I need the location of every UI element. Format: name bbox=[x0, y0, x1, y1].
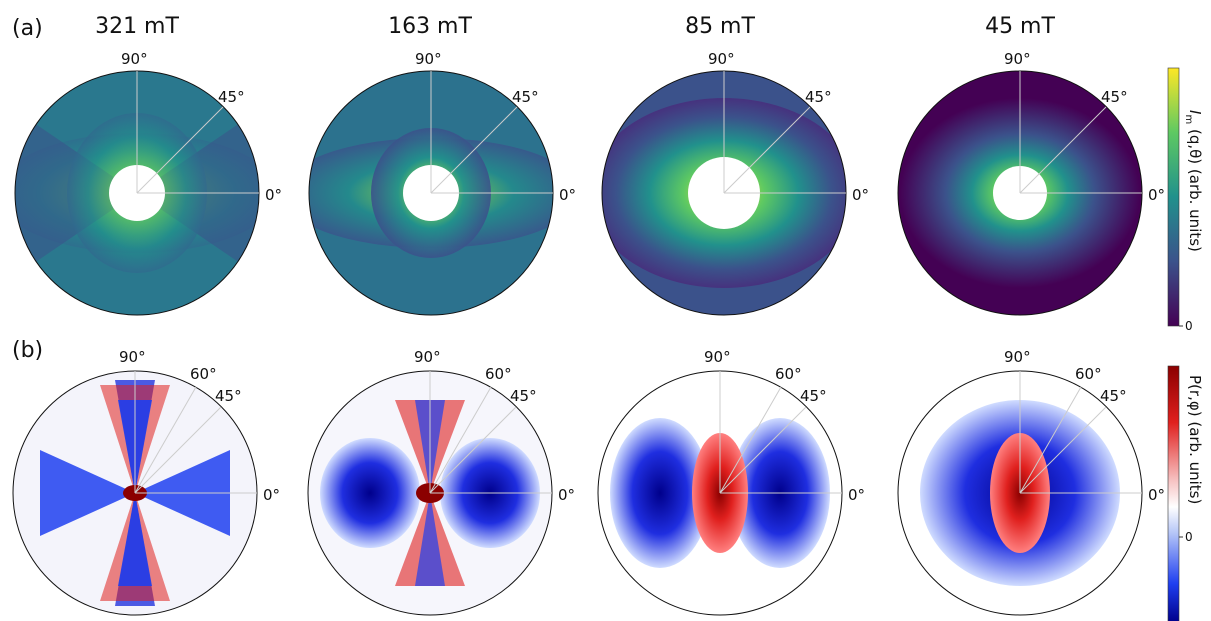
colorbar-a bbox=[1167, 67, 1180, 327]
angle-45-a1: 45° bbox=[218, 88, 245, 106]
colorbar-a-tick-0: 0 bbox=[1185, 319, 1193, 333]
angle-90-a1: 90° bbox=[121, 50, 148, 68]
polar-plot-b-85mT bbox=[597, 370, 843, 616]
angle-0-a2: 0° bbox=[559, 186, 577, 204]
angle-90-b1: 90° bbox=[119, 348, 146, 366]
field-label-4: 45 mT bbox=[985, 14, 1055, 39]
angle-0-a3: 0° bbox=[852, 186, 870, 204]
angle-90-a4: 90° bbox=[1004, 50, 1031, 68]
panel-b-label: (b) bbox=[12, 338, 44, 363]
colorbar-b-tick-0: 0 bbox=[1185, 530, 1193, 544]
field-label-3: 85 mT bbox=[685, 14, 755, 39]
angle-0-b1: 0° bbox=[263, 486, 281, 504]
polar-plot-a-163mT bbox=[308, 70, 554, 316]
angle-45-b1: 45° bbox=[215, 387, 242, 405]
polar-plot-b-321mT bbox=[12, 370, 258, 616]
colorbar-b-label: P(r,φ) (arb. units) bbox=[1186, 375, 1204, 505]
angle-90-b2: 90° bbox=[414, 348, 441, 366]
angle-90-b3: 90° bbox=[704, 348, 731, 366]
angle-0-b2: 0° bbox=[558, 486, 576, 504]
angle-45-a4: 45° bbox=[1101, 88, 1128, 106]
colorbar-a-label-sub: m bbox=[1183, 114, 1194, 125]
panel-a-label: (a) bbox=[12, 16, 43, 41]
colorbar-b bbox=[1167, 365, 1180, 621]
angle-0-b4: 0° bbox=[1148, 486, 1166, 504]
angle-60-b2: 60° bbox=[485, 365, 512, 383]
polar-plot-a-45mT bbox=[897, 70, 1143, 316]
angle-45-a2: 45° bbox=[512, 88, 539, 106]
angle-45-a3: 45° bbox=[805, 88, 832, 106]
polar-plot-b-163mT bbox=[307, 370, 553, 616]
polar-plot-a-321mT bbox=[14, 70, 260, 316]
angle-0-a1: 0° bbox=[265, 186, 283, 204]
angle-0-a4: 0° bbox=[1148, 186, 1166, 204]
polar-plot-a-85mT bbox=[601, 70, 847, 316]
field-label-2: 163 mT bbox=[388, 14, 472, 39]
angle-45-b3: 45° bbox=[800, 387, 827, 405]
angle-45-b4: 45° bbox=[1100, 387, 1127, 405]
angle-90-b4: 90° bbox=[1004, 348, 1031, 366]
angle-60-b4: 60° bbox=[1075, 365, 1102, 383]
polar-plot-b-45mT bbox=[897, 370, 1143, 616]
colorbar-a-label: Im (q,θ) (arb. units) bbox=[1183, 110, 1204, 252]
angle-60-b3: 60° bbox=[775, 365, 802, 383]
angle-0-b3: 0° bbox=[848, 486, 866, 504]
angle-60-b1: 60° bbox=[190, 365, 217, 383]
colorbar-a-label-rest: (q,θ) (arb. units) bbox=[1186, 128, 1204, 252]
angle-45-b2: 45° bbox=[510, 387, 537, 405]
field-label-1: 321 mT bbox=[95, 14, 179, 39]
angle-90-a3: 90° bbox=[708, 50, 735, 68]
angle-90-a2: 90° bbox=[415, 50, 442, 68]
